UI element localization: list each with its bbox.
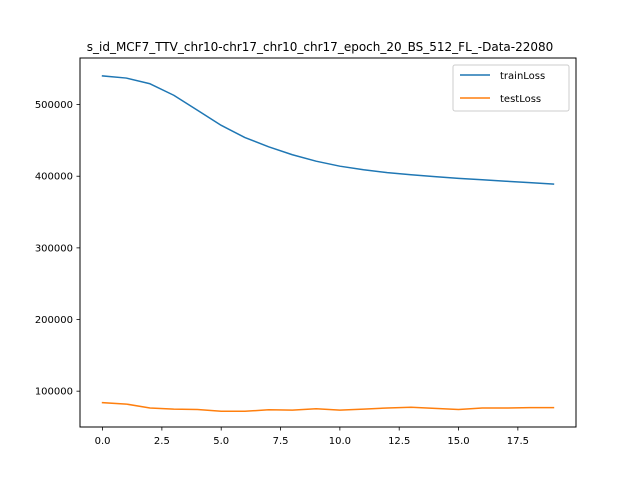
x-tick-label: 0.0 (95, 436, 111, 447)
y-tick-label: 200000 (35, 315, 73, 326)
x-tick-label: 15.0 (447, 436, 469, 447)
series-layer (101, 75, 555, 412)
x-tick-label: 10.0 (329, 436, 351, 447)
x-tick-label: 17.5 (507, 436, 529, 447)
legend-box (452, 64, 570, 112)
chart-title: s_id_MCF7_TTV_chr10-chr17_chr10_chr17_ep… (87, 40, 554, 54)
legend-label-test-loss: testLoss (500, 94, 541, 105)
x-tick-label: 12.5 (388, 436, 410, 447)
series-line-testLoss (101, 401, 555, 412)
y-tick-label: 400000 (35, 172, 73, 183)
plot-frame (79, 57, 577, 428)
legend-label-train-loss: trainLoss (500, 71, 545, 82)
series-line-trainLoss (101, 75, 555, 185)
legend: trainLoss testLoss (452, 64, 570, 112)
x-tick-label: 7.5 (273, 436, 289, 447)
x-axis: 0.0 2.5 5.0 7.5 10.0 12.5 15.0 17.5 (95, 427, 529, 447)
x-tick-label: 5.0 (213, 436, 229, 447)
x-tick-label: 2.5 (154, 436, 170, 447)
y-tick-label: 100000 (35, 387, 73, 398)
y-tick-label: 300000 (35, 243, 73, 254)
y-tick-label: 500000 (35, 100, 73, 111)
y-axis: 100000 200000 300000 400000 500000 (35, 100, 80, 398)
